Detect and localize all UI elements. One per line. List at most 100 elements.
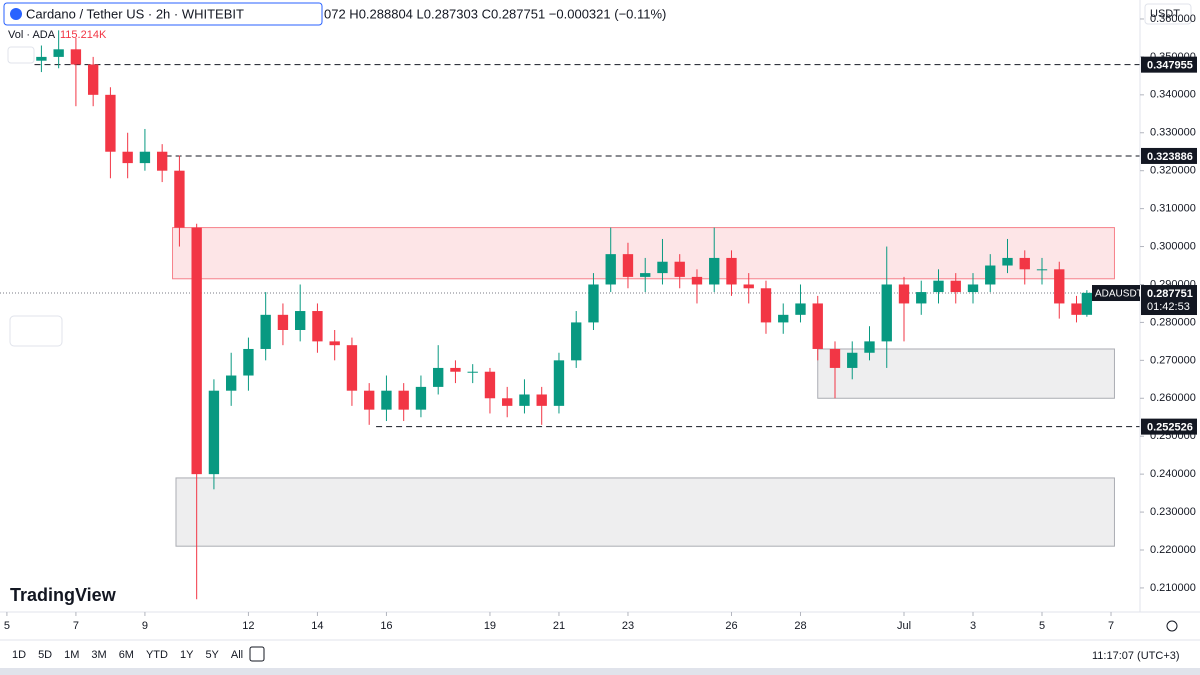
candle-body (260, 314, 271, 349)
candle-body (1002, 257, 1013, 266)
y-tick-label: 0.260000 (1150, 392, 1196, 404)
candle-body (726, 257, 737, 285)
candle-body (450, 367, 461, 372)
candle-body (571, 322, 582, 361)
x-tick-label: 28 (794, 620, 806, 632)
range-button[interactable]: YTD (146, 649, 168, 661)
candle-body (691, 276, 703, 285)
symbol-icon (10, 8, 22, 20)
symbol-box[interactable] (3, 2, 323, 26)
drawing-toolbar[interactable] (9, 315, 63, 347)
candle-body (881, 284, 892, 342)
candle-body (898, 284, 910, 304)
candle-body (864, 341, 875, 353)
candle-body (743, 284, 754, 289)
candle-body (174, 170, 185, 228)
y-tick-label: 0.270000 (1150, 354, 1196, 366)
candle-body (1081, 292, 1093, 315)
candle-body (277, 314, 289, 330)
zone (817, 348, 1115, 399)
range-button[interactable]: 3M (91, 649, 106, 661)
range-button[interactable]: 5Y (205, 649, 219, 661)
candle-body (674, 261, 685, 277)
x-tick-label: 14 (311, 620, 323, 632)
y-tick-label: 0.230000 (1150, 506, 1196, 518)
candle-body (967, 284, 979, 293)
x-tick-label: 3 (970, 620, 976, 632)
range-button[interactable]: 1D (12, 649, 26, 661)
range-button[interactable]: 5D (38, 649, 52, 661)
candle-body (484, 371, 496, 399)
y-tick-label: 0.320000 (1150, 165, 1196, 177)
countdown: 01:42:53 (1147, 301, 1190, 313)
candle-body (760, 288, 772, 323)
candle-body (812, 303, 823, 349)
candle-body (553, 360, 565, 406)
candle-body (208, 390, 220, 475)
candle-body (364, 390, 375, 410)
candle-body (415, 386, 427, 410)
x-tick-label: 21 (553, 620, 565, 632)
level-label-bg (1141, 147, 1197, 164)
candle-body (398, 390, 409, 410)
x-tick-label: 26 (725, 620, 737, 632)
y-tick-label: 0.310000 (1150, 203, 1196, 215)
range-button[interactable]: 1M (64, 649, 79, 661)
collapse-button[interactable] (7, 46, 35, 64)
currency-button[interactable] (1144, 3, 1192, 25)
candle-body (640, 273, 651, 277)
price-label-bg (1141, 285, 1197, 316)
brand-logo: TradingView (10, 585, 117, 605)
candle-body (605, 254, 616, 285)
zone (172, 227, 1115, 280)
candle-body (950, 280, 961, 293)
candle-body (1071, 303, 1082, 315)
candle-body (139, 151, 151, 164)
candle-body (381, 390, 392, 410)
range-button[interactable]: 1Y (180, 649, 194, 661)
date-range-icon[interactable] (249, 646, 265, 662)
x-tick-label: 5 (1039, 620, 1045, 632)
candle-body (778, 314, 789, 323)
level-label-bg (1141, 56, 1197, 73)
x-tick-label: 16 (380, 620, 392, 632)
candle-body (519, 394, 530, 406)
candle-body (295, 311, 306, 330)
candle-body (1019, 257, 1030, 270)
candle-body (1054, 269, 1065, 304)
candle-body (536, 394, 547, 406)
range-button[interactable]: 6M (119, 649, 134, 661)
candle-body (243, 348, 254, 376)
settings-icon[interactable] (1166, 620, 1178, 632)
candle-body (433, 367, 444, 387)
volume-value: 115.214K (60, 29, 107, 41)
candle-body (36, 56, 47, 61)
x-tick-label: 12 (242, 620, 254, 632)
y-tick-label: 0.220000 (1150, 544, 1196, 556)
candle-body (709, 257, 720, 285)
range-button[interactable]: All (231, 649, 243, 661)
y-tick-label: 0.240000 (1150, 468, 1196, 480)
candle-body (225, 375, 237, 391)
candle-body (329, 341, 340, 346)
candle-body (70, 49, 82, 65)
candle-body (105, 94, 116, 152)
currency: USDT (1150, 8, 1180, 20)
candle-body (502, 398, 513, 406)
candle-body (829, 348, 841, 368)
x-tick-label: Jul (897, 620, 911, 632)
candle-body (87, 64, 99, 95)
x-tick-label: 23 (622, 620, 634, 632)
price-label: 0.287751 (1147, 288, 1193, 300)
x-tick-label: 5 (4, 620, 10, 632)
y-tick-label: 0.210000 (1150, 582, 1196, 594)
candle-body (156, 151, 168, 171)
y-tick-label: 0.360000 (1150, 13, 1196, 25)
candle-body (795, 303, 806, 315)
y-tick-label: 0.330000 (1150, 127, 1196, 139)
y-tick-label: 0.340000 (1150, 89, 1196, 101)
x-tick-label: 9 (142, 620, 148, 632)
candle-body (588, 284, 599, 323)
candle-body (191, 227, 202, 475)
